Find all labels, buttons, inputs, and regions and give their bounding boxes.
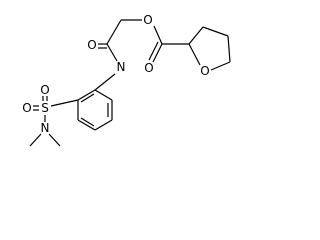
atom-label: O	[144, 61, 153, 75]
bond	[227, 35, 231, 63]
bond	[152, 43, 163, 63]
bond	[48, 133, 61, 147]
structure-diagram: O N O O O S O O N	[22, 13, 231, 147]
bond	[94, 89, 113, 101]
bond	[106, 19, 122, 45]
bond	[29, 133, 42, 147]
bond	[77, 119, 96, 131]
bond	[188, 43, 201, 66]
bond	[80, 117, 95, 127]
atom-label: N	[41, 121, 50, 135]
bond	[106, 43, 118, 62]
page: O N O O O S O O N (() => { const data = …	[22, 13, 231, 147]
bond	[50, 99, 79, 107]
atom-label: O	[40, 83, 49, 97]
bond	[94, 73, 116, 91]
bond	[80, 93, 95, 103]
bonds	[29, 19, 231, 147]
atom-label: N	[117, 60, 126, 74]
atom-labels: O N O O O S O O N	[22, 13, 209, 135]
atom-label: O	[200, 64, 209, 78]
atom-label: S	[41, 101, 49, 115]
atom-label: O	[87, 38, 96, 52]
bond	[153, 25, 163, 45]
bond	[188, 26, 204, 45]
bond	[148, 41, 159, 61]
atom-label: O	[22, 101, 31, 115]
atom-label: O	[143, 13, 152, 27]
bond	[77, 89, 96, 101]
bond	[94, 119, 113, 131]
bond	[202, 26, 229, 37]
bond	[210, 61, 231, 71]
